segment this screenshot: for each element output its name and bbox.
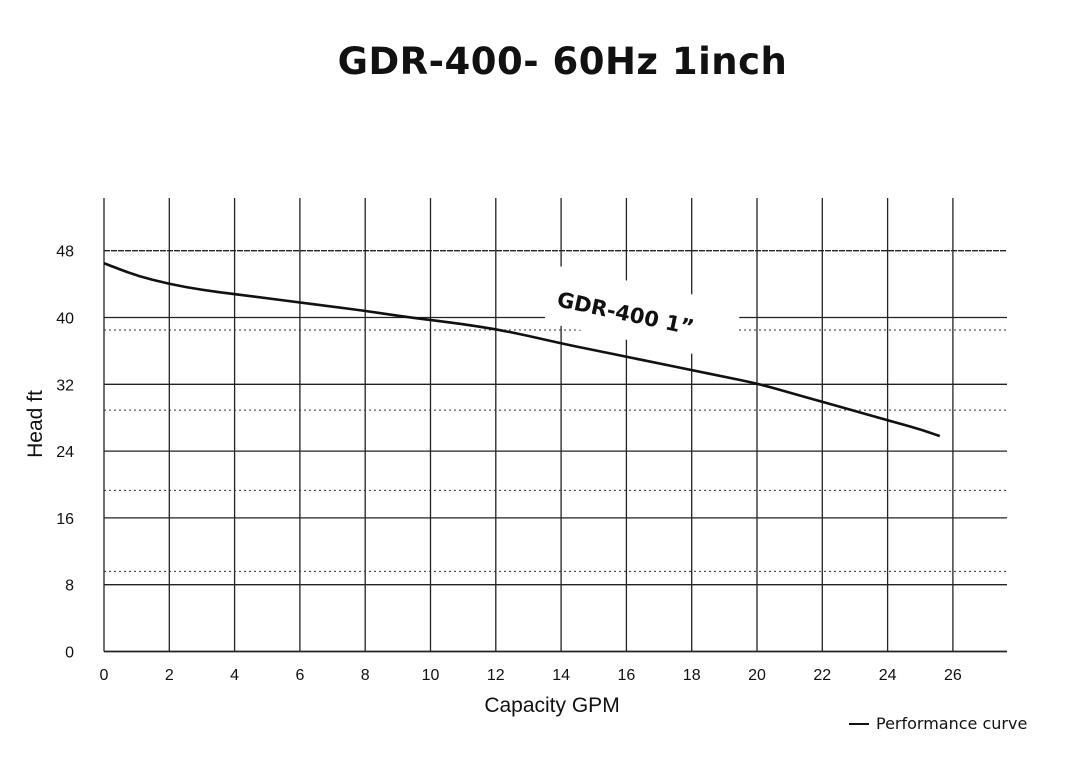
x-tick-label: 22 — [813, 667, 831, 684]
y-tick-label: 24 — [56, 444, 74, 461]
y-tick-label: 8 — [65, 578, 74, 595]
x-tick-label: 12 — [487, 667, 505, 684]
x-tick-label: 20 — [748, 667, 766, 684]
curve-label-background — [543, 265, 742, 362]
x-tick-label: 14 — [552, 667, 570, 684]
x-tick-label: 8 — [361, 667, 370, 684]
x-tick-label: 16 — [618, 667, 636, 684]
x-tick-label: 0 — [100, 667, 109, 684]
legend-line-swatch — [849, 722, 869, 725]
y-tick-label: 0 — [65, 645, 74, 662]
x-tick-label: 24 — [879, 667, 897, 684]
legend: Performance curve — [849, 714, 1027, 733]
y-tick-label: 32 — [56, 377, 74, 394]
legend-label: Performance curve — [876, 714, 1028, 733]
x-tick-label: 26 — [944, 667, 962, 684]
y-tick-label: 48 — [56, 244, 74, 261]
chart-title: GDR-400- 60Hz 1inch — [337, 40, 788, 83]
x-axis-label: Capacity GPM — [484, 694, 619, 717]
x-tick-label: 2 — [165, 667, 174, 684]
x-tick-label: 6 — [295, 667, 304, 684]
y-axis-label: Head ft — [24, 390, 47, 458]
y-tick-label: 16 — [56, 511, 74, 528]
performance-curve-line — [103, 262, 941, 438]
x-tick-label: 18 — [683, 667, 701, 684]
x-tick-label: 10 — [422, 667, 440, 684]
x-tick-label: 4 — [230, 667, 239, 684]
y-tick-label: 40 — [56, 311, 74, 328]
